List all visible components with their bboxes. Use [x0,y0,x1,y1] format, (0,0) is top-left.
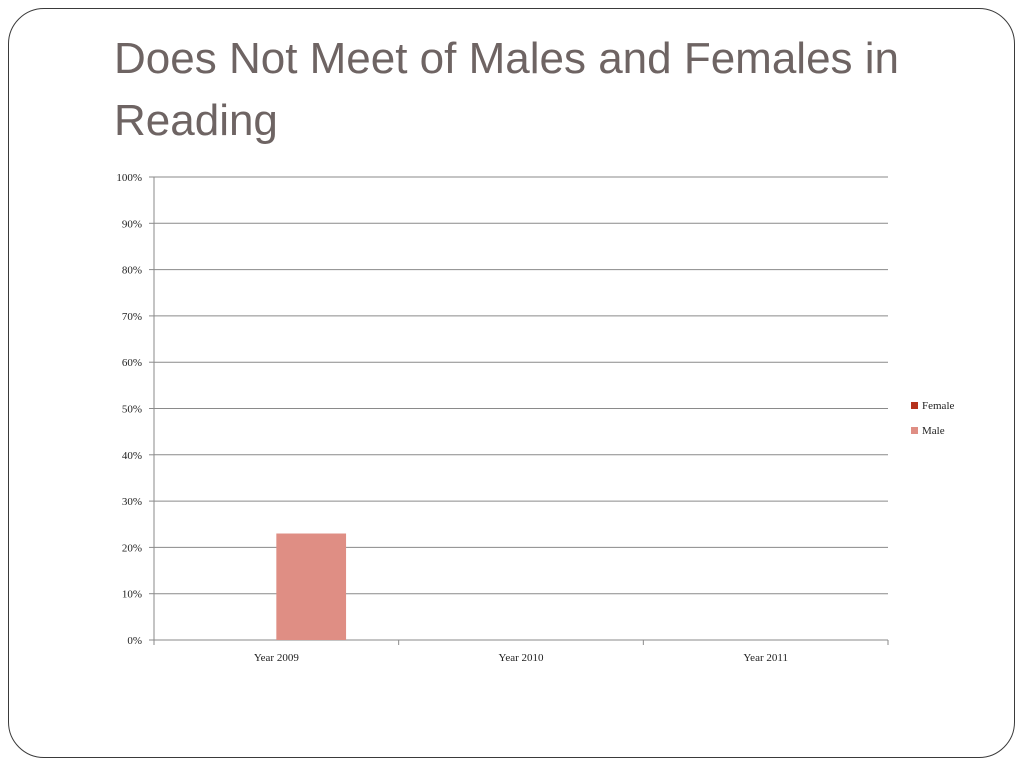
y-tick-label: 60% [122,357,142,369]
y-tick-label: 10% [122,589,142,601]
slide-title: Does Not Meet of Males and Females in Re… [114,34,900,145]
legend-swatch-female [911,402,918,409]
bars [276,533,347,640]
y-tick-label: 20% [122,542,142,554]
x-category-label: Year 2010 [498,652,544,664]
y-tick-label: 30% [122,496,142,508]
y-tick-label: 90% [122,218,142,230]
y-tick-label: 70% [122,311,142,323]
x-category-label: Year 2011 [743,652,788,664]
y-tick-label: 0% [127,635,142,647]
x-category-label: Year 2009 [254,652,300,664]
legend-swatch-male [911,427,918,434]
slide-frame [8,8,1015,758]
y-tick-label: 80% [122,265,142,277]
y-axis: 0% 10% 20% 30% 40% 50% 60% 70% 80% 90% 100% [116,172,155,647]
legend-label-male: Male [922,425,945,437]
gridlines [154,176,888,641]
legend-label-female: Female [922,400,954,412]
y-tick-label: 50% [122,404,142,416]
bar-male [276,533,347,640]
x-axis: Year 2009 Year 2010 Year 2011 [153,639,889,664]
legend: Female Male [911,400,954,437]
y-tick-label: 100% [116,172,142,184]
y-tick-label: 40% [122,450,142,462]
